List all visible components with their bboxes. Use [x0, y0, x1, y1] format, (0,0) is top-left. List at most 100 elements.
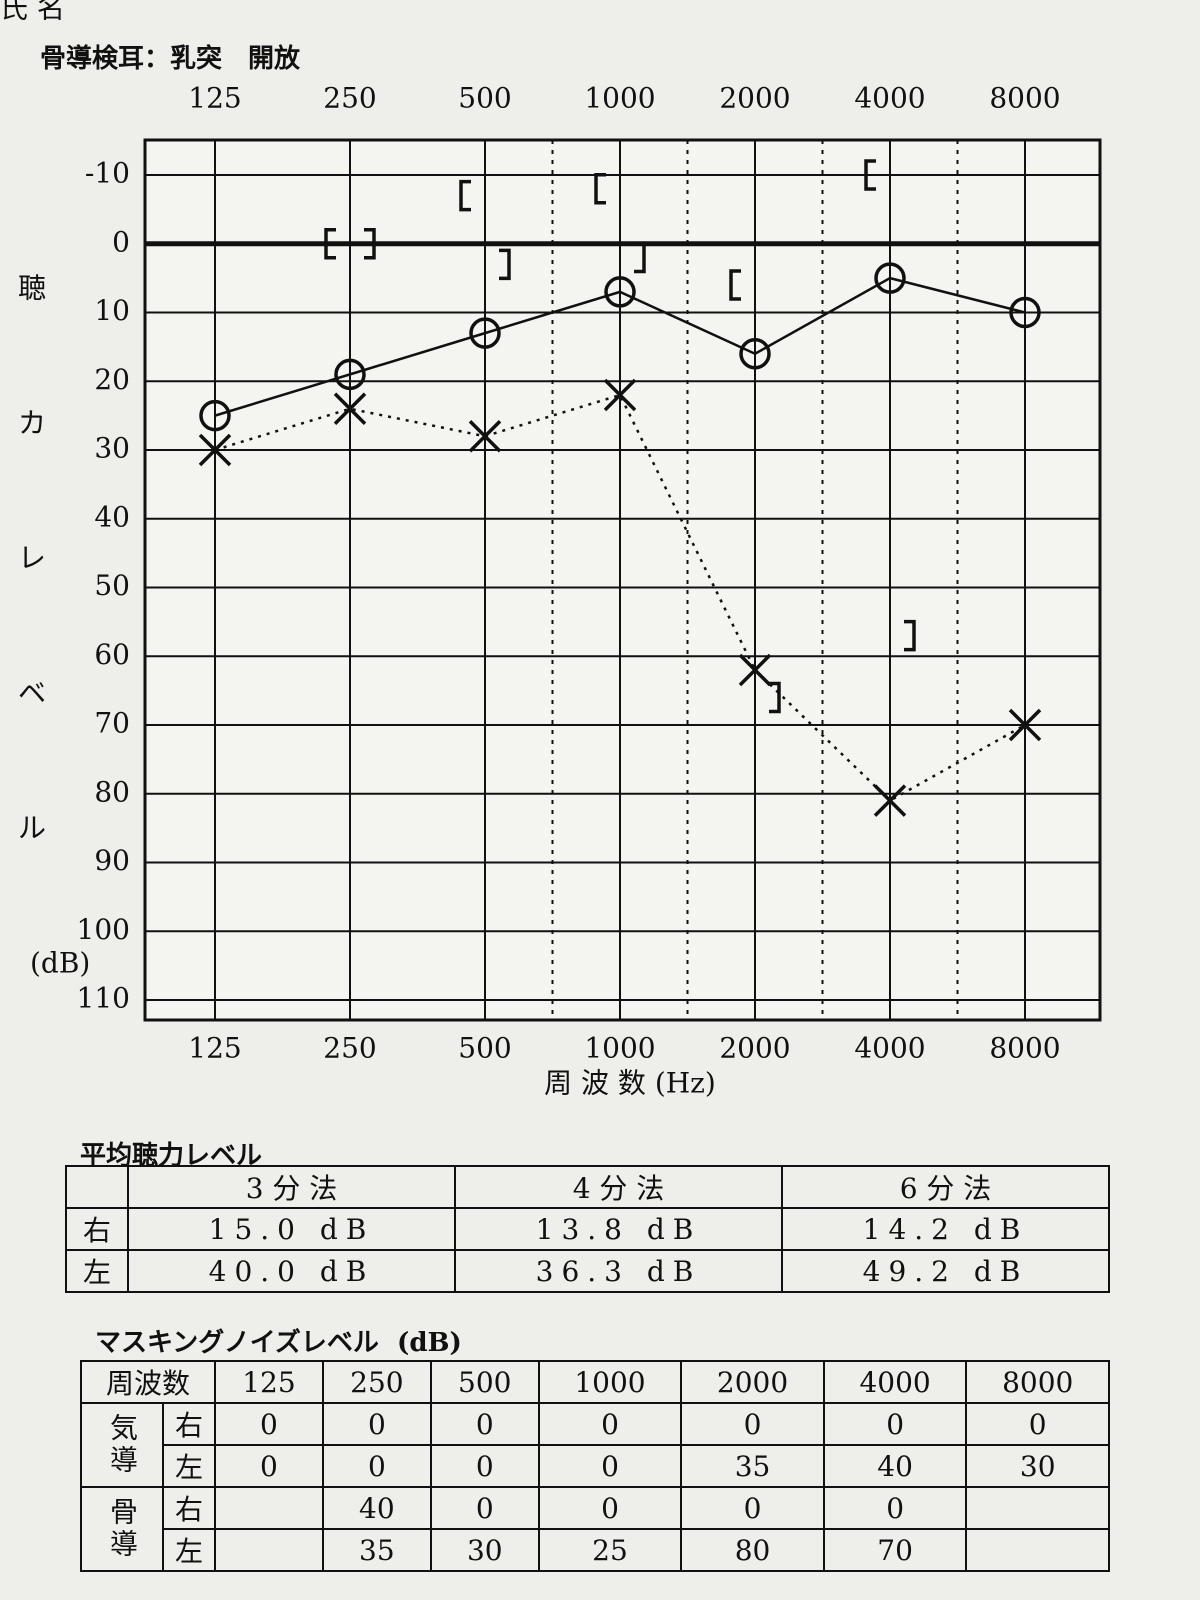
masking-value: 40 [822, 1444, 968, 1488]
row-label: 左 [65, 1249, 129, 1293]
bone-test-label: 骨導検耳：乳突 開放 [40, 43, 301, 74]
y-axis-label: ベ [18, 677, 46, 710]
y-tick-label: 70 [94, 707, 130, 740]
y-tick-label: 0 [112, 225, 130, 258]
y-tick-label: 40 [94, 500, 130, 533]
x-tick-label: 500 [458, 1032, 511, 1065]
masking-value: 30 [429, 1528, 540, 1572]
average-value: 14.2 dB [781, 1207, 1110, 1251]
masking-value: 0 [537, 1402, 683, 1446]
name-label: 氏 名 [0, 0, 65, 25]
y-axis-label: ル [18, 812, 46, 845]
masking-value: 30 [965, 1444, 1110, 1488]
y-tick-label: 110 [77, 982, 130, 1015]
average-value: 15.0 dB [127, 1207, 456, 1251]
y-tick-label: 60 [94, 638, 130, 671]
marker-bracket-right [634, 241, 646, 274]
table-row: 右 15.0 dB 13.8 dB 14.2 dB [65, 1207, 1110, 1251]
audiogram: 氏 名 骨導検耳：乳突 開放 周 波 数 (Hz) -10 0 10 20 30 40 50… [0, 0, 1102, 1100]
average-value: 49.2 dB [781, 1249, 1110, 1293]
table-row: 周波数 125 250 500 1000 2000 4000 8000 [80, 1360, 1110, 1404]
masking-value: 0 [321, 1402, 432, 1446]
header-cell: 周波数 [80, 1360, 216, 1404]
x-tick-label: 250 [323, 1032, 376, 1065]
masking-value: 70 [822, 1528, 968, 1572]
group-label: 気導 [80, 1402, 164, 1488]
y-tick-label: 90 [94, 844, 130, 877]
masking-title: マスキングノイズレベル (dB) [95, 1322, 462, 1359]
table-row: 骨導右 40 0 0 0 0 [80, 1486, 1110, 1572]
masking-value: 0 [214, 1402, 324, 1446]
marker-circle [469, 317, 501, 349]
masking-value [214, 1486, 324, 1530]
masking-value: 25 [537, 1528, 683, 1572]
masking-value: 0 [429, 1444, 540, 1488]
x-tick-label-top: 4000 [854, 82, 925, 115]
frequency-header: 250 [321, 1360, 432, 1404]
marker-bracket-left [594, 173, 606, 205]
x-tick-label-top: 2000 [719, 82, 790, 115]
marker-circle [1009, 296, 1041, 329]
marker-bracket-right [499, 248, 511, 281]
column-header: 4 分 法 [454, 1165, 783, 1209]
frequency-header: 500 [429, 1360, 540, 1404]
y-tick-label: 30 [94, 432, 130, 465]
masking-unit: (dB) [397, 1328, 462, 1358]
corner-cell [65, 1165, 129, 1209]
marker-x [1008, 708, 1042, 742]
masking-value [965, 1486, 1110, 1530]
masking-value: 0 [680, 1486, 825, 1530]
marker-bracket-right [769, 681, 781, 714]
series-line [214, 276, 1026, 417]
marker-x [738, 653, 772, 687]
table-row: 左 40.0 dB 36.3 dB 49.2 dB [65, 1249, 1110, 1293]
x-tick-label-top: 250 [323, 82, 376, 115]
y-axis-label: (dB) [30, 947, 90, 980]
table-row: 左 35 30 25 80 70 [81, 1528, 1110, 1572]
masking-value: 0 [537, 1486, 683, 1530]
marker-x [333, 392, 367, 425]
masking-title-text: マスキングノイズレベル [95, 1328, 379, 1358]
x-axis-label: 周 波 数 (Hz) [544, 1067, 716, 1100]
y-axis-label: カ [18, 407, 46, 440]
average-value: 40.0 dB [127, 1249, 456, 1293]
masking-value: 0 [321, 1444, 432, 1488]
average-value: 36.3 dB [454, 1249, 783, 1293]
masking-value: 0 [429, 1402, 540, 1446]
y-tick-label: 10 [94, 294, 130, 327]
x-tick-label-top: 500 [458, 82, 511, 115]
row-label: 右 [65, 1207, 129, 1251]
side-label: 右 [162, 1402, 216, 1446]
x-tick-label-top: 125 [188, 82, 241, 115]
marker-bracket-left [864, 159, 876, 191]
y-axis-label: レ [18, 542, 46, 575]
masking-value [965, 1528, 1110, 1572]
y-tick-label: 50 [94, 569, 130, 602]
masking-value: 35 [321, 1528, 432, 1572]
marker-bracket-right [364, 228, 376, 260]
y-tick-label: 100 [77, 913, 130, 946]
marker-bracket-left [324, 228, 336, 260]
frequency-header: 2000 [680, 1360, 825, 1404]
marker-circle [604, 276, 636, 308]
marker-x [603, 378, 637, 412]
marker-x [873, 784, 907, 817]
masking-value: 0 [680, 1402, 825, 1446]
x-tick-label-top: 8000 [989, 82, 1060, 115]
masking-table: 周波数 125 250 500 1000 2000 4000 8000 気導右 0 0 0 0 0 0 0 左 0… [80, 1360, 1110, 1572]
x-tick-label: 8000 [989, 1032, 1060, 1065]
frequency-header: 8000 [965, 1360, 1110, 1404]
table-row: 左 0 0 0 0 35 40 30 [81, 1444, 1110, 1488]
marker-circle [199, 399, 231, 432]
y-tick-label: 20 [94, 363, 130, 396]
y-tick-label: -10 [85, 157, 130, 190]
marker-bracket-left [459, 179, 471, 212]
y-tick-label: 80 [94, 775, 130, 808]
x-tick-label: 4000 [854, 1032, 925, 1065]
plot-frame [143, 138, 1102, 1022]
masking-value: 0 [429, 1486, 540, 1530]
marker-x [198, 433, 232, 467]
